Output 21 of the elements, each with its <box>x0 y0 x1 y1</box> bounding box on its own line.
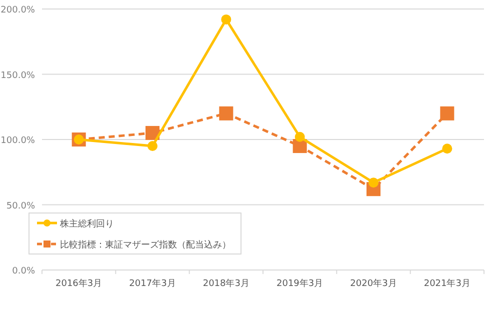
point <box>368 178 378 188</box>
point <box>148 141 158 152</box>
x-tick-label: 2016年3月 <box>56 278 102 289</box>
legend-label: 比較指標：東証マザーズ指数（配当込み） <box>60 240 231 250</box>
legend-label: 株主総利回り <box>59 218 114 230</box>
point <box>440 106 454 120</box>
point <box>442 144 452 154</box>
point <box>221 14 232 24</box>
y-tick-label: 100.0% <box>0 136 36 146</box>
x-tick-label: 2017年3月 <box>129 278 176 289</box>
y-tick-label: 50.0% <box>6 201 36 212</box>
point <box>146 126 160 140</box>
x-tick-label: 2019年3月 <box>276 278 324 289</box>
y-tick-label: 150.0% <box>0 70 36 81</box>
point <box>294 132 305 142</box>
x-tick-label: 2020年3月 <box>350 278 397 289</box>
y-tick-label: 200.0% <box>0 6 36 16</box>
x-tick-label: 2021年3月 <box>424 278 470 289</box>
y-tick-label: 0.0% <box>12 266 36 276</box>
x-tick-label: 2018年3月 <box>202 278 250 289</box>
point <box>219 106 234 120</box>
